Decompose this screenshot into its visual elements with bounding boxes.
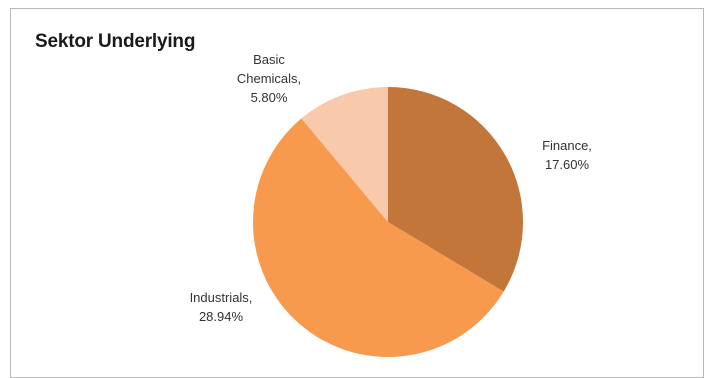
pie-chart: Finance, 17.60% Industrials, 28.94% Basic Che…	[190, 52, 592, 358]
data-label-line: 28.94%	[199, 309, 244, 324]
pie-slices	[252, 87, 523, 358]
data-label-line: Basic	[253, 52, 285, 67]
data-label-line: Chemicals,	[237, 71, 301, 86]
pie-labels: Finance, 17.60% Industrials, 28.94% Basic Che…	[190, 52, 592, 324]
data-label-line: 5.80%	[251, 90, 288, 105]
chart-title: Sektor Underlying	[35, 31, 196, 52]
pie-slice-industrials	[252, 118, 504, 358]
data-label-basic-chemicals: Basic Chemicals, 5.80%	[237, 52, 301, 105]
data-label-line: Finance,	[542, 138, 592, 153]
pie-slice-basic-chemicals	[301, 87, 388, 222]
data-label-line: 17.60%	[545, 157, 590, 172]
pie-slice-finance	[388, 87, 523, 292]
data-label-industrials: Industrials, 28.94%	[190, 290, 253, 324]
data-label-finance: Finance, 17.60%	[542, 138, 592, 172]
data-label-line: Industrials,	[190, 290, 253, 305]
